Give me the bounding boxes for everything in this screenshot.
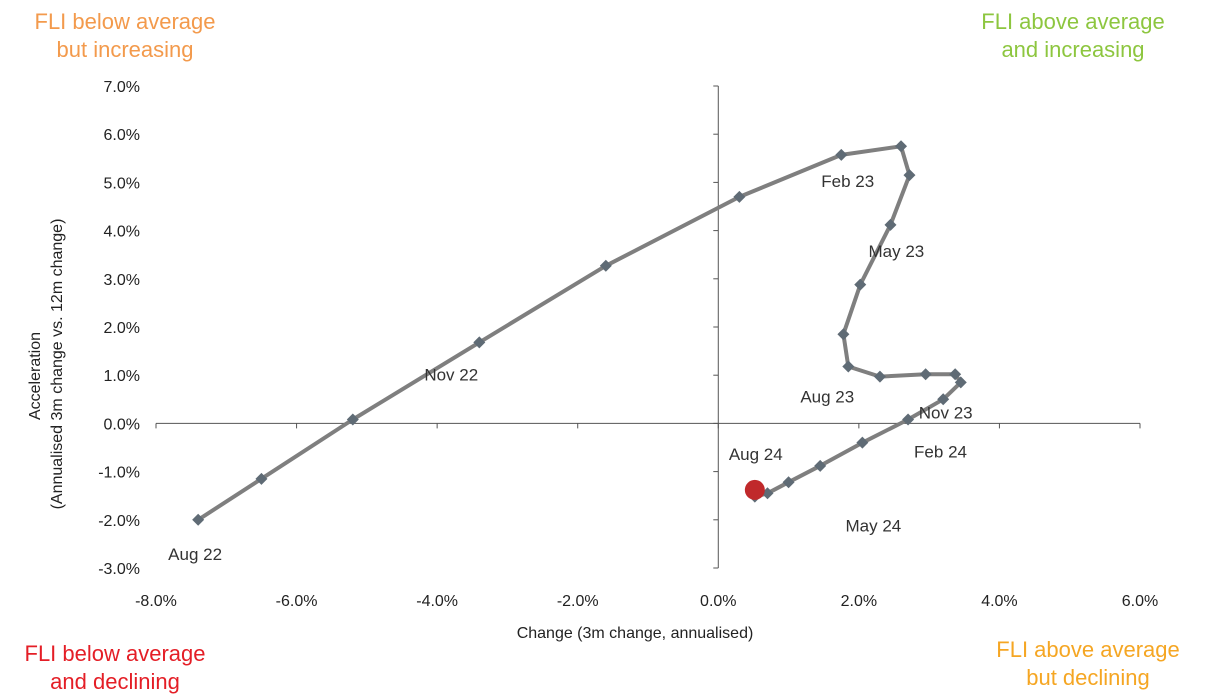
quadrant-label-bottom-right: FLI above average but declining [968, 636, 1208, 692]
x-tick-label: -6.0% [276, 593, 318, 610]
y-tick-label: 6.0% [104, 127, 140, 144]
data-point [895, 140, 908, 153]
data-point [782, 476, 795, 489]
point-label: May 24 [845, 516, 901, 535]
data-point [835, 148, 848, 161]
quadrant-label-line: and increasing [1001, 37, 1145, 62]
y-tick-label: 2.0% [104, 320, 140, 337]
data-point [949, 368, 962, 381]
x-tick-label: 0.0% [700, 593, 736, 610]
chart-markers [192, 140, 967, 526]
point-label: Nov 22 [424, 365, 478, 384]
chart-tick-labels: -3.0% -2.0% -1.0% 0.0% 1.0% 2.0% 3.0% 4.0% 5.0% 6… [98, 79, 1158, 610]
y-tick-label: 1.0% [104, 368, 140, 385]
data-point [856, 436, 869, 449]
quadrant-label-line: FLI below average [24, 641, 206, 666]
data-point [837, 328, 850, 341]
data-point [919, 368, 932, 381]
x-tick-label: -2.0% [557, 593, 599, 610]
y-axis-title-line2: (Annualised 3m change vs. 12m change) [49, 219, 66, 510]
data-point [842, 360, 855, 373]
data-point [873, 370, 886, 383]
quadrant-label-line: but increasing [56, 37, 194, 62]
quadrant-label-line: FLI above average [996, 637, 1180, 662]
x-tick-label: -4.0% [416, 593, 458, 610]
quadrant-label-top-right: FLI above average and increasing [958, 8, 1188, 64]
x-tick-label: 4.0% [981, 593, 1017, 610]
quadrant-label-line: FLI below average [34, 9, 216, 34]
x-tick-label: -8.0% [135, 593, 177, 610]
point-label: Aug 24 [729, 445, 783, 464]
data-point [884, 218, 897, 231]
x-tick-label: 2.0% [841, 593, 877, 610]
point-label: Nov 23 [919, 403, 973, 422]
data-point [192, 513, 205, 526]
y-tick-label: 4.0% [104, 224, 140, 241]
y-tick-label: 5.0% [104, 175, 140, 192]
point-label: Feb 24 [914, 443, 967, 462]
data-point [255, 472, 268, 485]
y-tick-label: -3.0% [98, 561, 140, 578]
y-tick-label: -1.0% [98, 465, 140, 482]
data-point-latest [744, 479, 765, 500]
quadrant-label-bottom-left: FLI below average and declining [0, 640, 230, 696]
y-tick-label: 0.0% [104, 416, 140, 433]
data-point [599, 259, 612, 272]
data-point [903, 169, 916, 182]
chart-point-labels: Aug 22 Nov 22 Feb 23 May 23 Aug 23 Nov 23 Feb … [168, 172, 972, 564]
x-axis-title: Change (3m change, annualised) [517, 625, 754, 642]
y-tick-label: -2.0% [98, 513, 140, 530]
y-tick-label: 3.0% [104, 272, 140, 289]
quadrant-label-line: and declining [50, 669, 180, 694]
x-tick-label: 6.0% [1122, 593, 1158, 610]
data-point [854, 278, 867, 291]
quadrant-label-line: but declining [1026, 665, 1150, 690]
data-point [902, 413, 915, 426]
data-point [733, 190, 746, 203]
data-point [954, 376, 967, 389]
point-label: Aug 23 [800, 388, 854, 407]
chart-axes [155, 85, 1141, 569]
point-label: Aug 22 [168, 545, 222, 564]
point-label: May 23 [868, 242, 924, 261]
data-point [473, 336, 486, 349]
y-axis-title-line1: Acceleration [27, 332, 44, 420]
quadrant-label-top-left: FLI below average but increasing [20, 8, 230, 64]
data-point [346, 413, 359, 426]
data-point [937, 393, 950, 406]
point-label: Feb 23 [821, 172, 874, 191]
y-tick-label: 7.0% [104, 79, 140, 96]
data-point [814, 459, 827, 472]
quadrant-label-line: FLI above average [981, 9, 1165, 34]
